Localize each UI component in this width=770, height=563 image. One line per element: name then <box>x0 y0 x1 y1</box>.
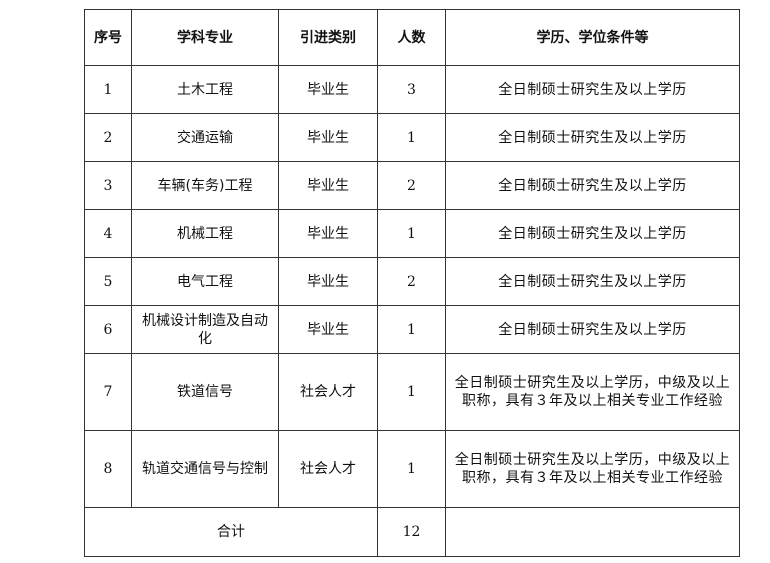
cell-no: 1 <box>84 65 132 114</box>
header-major: 学科专业 <box>131 9 279 66</box>
cell-requirements: 全日制硕士研究生及以上学历 <box>445 161 740 210</box>
cell-count: 3 <box>377 65 446 114</box>
header-type: 引进类别 <box>278 9 378 66</box>
cell-requirements: 全日制硕士研究生及以上学历 <box>445 305 740 354</box>
table-row: 7 铁道信号 社会人才 1 全日制硕士研究生及以上学历，中级及以上职称，具有３年及以上相… <box>84 353 740 431</box>
table-row: 6 机械设计制造及自动化 毕业生 1 全日制硕士研究生及以上学历 <box>84 305 740 354</box>
table-row: 1 土木工程 毕业生 3 全日制硕士研究生及以上学历 <box>84 65 740 114</box>
cell-type: 毕业生 <box>278 257 378 306</box>
cell-requirements: 全日制硕士研究生及以上学历，中级及以上职称，具有３年及以上相关专业工作经验 <box>445 430 740 508</box>
cell-major: 机械设计制造及自动化 <box>131 305 279 354</box>
cell-major: 机械工程 <box>131 209 279 258</box>
cell-type: 毕业生 <box>278 113 378 162</box>
cell-count: 1 <box>377 305 446 354</box>
cell-no: 5 <box>84 257 132 306</box>
cell-requirements: 全日制硕士研究生及以上学历 <box>445 257 740 306</box>
table-row: 5 电气工程 毕业生 2 全日制硕士研究生及以上学历 <box>84 257 740 306</box>
table-row: 8 轨道交通信号与控制 社会人才 1 全日制硕士研究生及以上学历，中级及以上职称，具有３… <box>84 430 740 508</box>
cell-count: 1 <box>377 430 446 508</box>
cell-count: 2 <box>377 161 446 210</box>
cell-major: 土木工程 <box>131 65 279 114</box>
cell-no: 3 <box>84 161 132 210</box>
header-requirements: 学历、学位条件等 <box>445 9 740 66</box>
cell-count: 1 <box>377 209 446 258</box>
header-row: 序号 学科专业 引进类别 人数 学历、学位条件等 <box>84 9 740 66</box>
cell-count: 2 <box>377 257 446 306</box>
cell-no: 7 <box>84 353 132 431</box>
cell-no: 6 <box>84 305 132 354</box>
total-label: 合计 <box>84 507 378 557</box>
total-requirements-empty <box>445 507 740 557</box>
cell-requirements: 全日制硕士研究生及以上学历 <box>445 65 740 114</box>
cell-count: 1 <box>377 353 446 431</box>
cell-type: 毕业生 <box>278 65 378 114</box>
cell-requirements: 全日制硕士研究生及以上学历，中级及以上职称，具有３年及以上相关专业工作经验 <box>445 353 740 431</box>
cell-no: 8 <box>84 430 132 508</box>
header-count: 人数 <box>377 9 446 66</box>
cell-type: 毕业生 <box>278 305 378 354</box>
total-row: 合计 12 <box>84 507 740 557</box>
cell-type: 毕业生 <box>278 209 378 258</box>
cell-major: 交通运输 <box>131 113 279 162</box>
cell-major: 轨道交通信号与控制 <box>131 430 279 508</box>
header-no: 序号 <box>84 9 132 66</box>
cell-type: 社会人才 <box>278 430 378 508</box>
table-row: 4 机械工程 毕业生 1 全日制硕士研究生及以上学历 <box>84 209 740 258</box>
cell-requirements: 全日制硕士研究生及以上学历 <box>445 113 740 162</box>
cell-type: 毕业生 <box>278 161 378 210</box>
cell-no: 2 <box>84 113 132 162</box>
table-row: 3 车辆(车务)工程 毕业生 2 全日制硕士研究生及以上学历 <box>84 161 740 210</box>
cell-major: 铁道信号 <box>131 353 279 431</box>
total-count: 12 <box>377 507 446 557</box>
table-row: 2 交通运输 毕业生 1 全日制硕士研究生及以上学历 <box>84 113 740 162</box>
cell-major: 电气工程 <box>131 257 279 306</box>
cell-major: 车辆(车务)工程 <box>131 161 279 210</box>
recruitment-table: 序号 学科专业 引进类别 人数 学历、学位条件等 1 土木工程 毕业生 3 全日制硕士研… <box>84 9 740 557</box>
cell-no: 4 <box>84 209 132 258</box>
cell-count: 1 <box>377 113 446 162</box>
cell-requirements: 全日制硕士研究生及以上学历 <box>445 209 740 258</box>
cell-type: 社会人才 <box>278 353 378 431</box>
